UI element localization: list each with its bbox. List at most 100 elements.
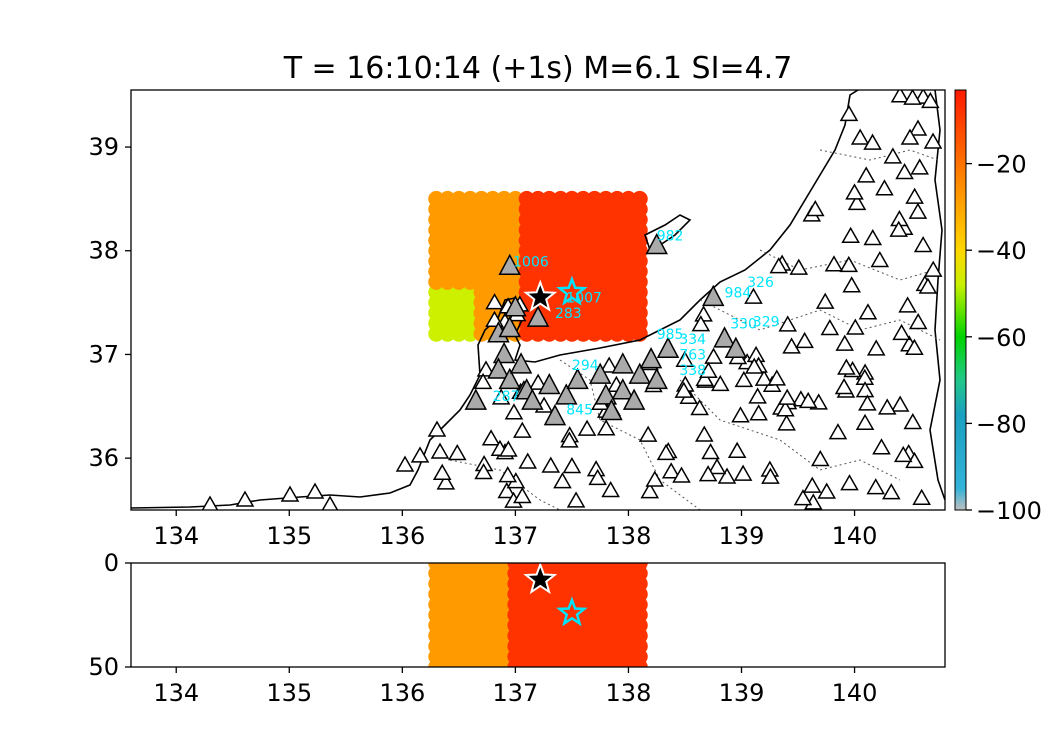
colorbar-tick-label-1: −40 (976, 237, 1027, 265)
station-label-11: 294 (572, 358, 599, 374)
station-166 (889, 220, 909, 237)
station-label-13: 845 (566, 403, 593, 419)
depth-ytick-label-0: 0 (104, 549, 119, 577)
station-167 (691, 315, 711, 332)
station-131 (921, 91, 940, 109)
triggered-station-24 (656, 336, 680, 359)
grid-dot-167 (552, 190, 569, 207)
station-93 (908, 119, 928, 136)
station-97 (640, 482, 660, 499)
depth-frame (130, 562, 946, 668)
station-78 (802, 476, 822, 493)
depth-xtick-label-6: 140 (832, 679, 878, 707)
station-157 (877, 398, 897, 415)
station-124 (893, 445, 913, 463)
map-ytick-label-2: 38 (88, 237, 119, 265)
map-ytick-label-0: 36 (88, 444, 119, 472)
station-label-9: 763 (679, 348, 706, 364)
triggered-station-13 (566, 367, 589, 390)
triggered-station-9 (521, 388, 544, 410)
station-label-14: 283 (555, 306, 582, 322)
station-18 (562, 456, 582, 474)
station-72 (890, 90, 910, 103)
station-180 (321, 495, 339, 510)
grid-dot-55 (462, 190, 479, 207)
station-126 (835, 334, 855, 351)
station-134 (839, 104, 859, 122)
station-160 (805, 199, 825, 217)
station-158 (845, 183, 864, 200)
colorbar-ticks: −20 −40 −60 −80 −100 (966, 151, 1042, 525)
station-94 (474, 462, 493, 480)
station-24 (566, 491, 586, 508)
station-1 (882, 483, 901, 500)
station-171 (761, 467, 780, 484)
colorbar-tick-label-2: −60 (976, 324, 1027, 352)
station-107 (789, 258, 809, 275)
station-21 (839, 255, 859, 273)
depth-xtick-label-3: 137 (492, 679, 538, 707)
station-114 (513, 487, 532, 504)
station-183 (430, 442, 450, 459)
map-xtick-label-2: 136 (379, 522, 425, 550)
station-147 (883, 147, 903, 164)
station-111 (890, 395, 910, 412)
depth-source-marker (556, 596, 588, 627)
station-164 (905, 187, 924, 204)
station-176 (201, 495, 219, 510)
grid-dot-181 (563, 190, 580, 207)
station-99 (820, 318, 840, 336)
triggered-station-20 (611, 352, 635, 374)
station-155 (749, 404, 768, 421)
station-4 (675, 350, 695, 367)
station-79 (858, 303, 878, 320)
station-163 (695, 425, 714, 442)
station-61 (903, 412, 923, 430)
station-165 (918, 277, 938, 294)
station-116 (699, 361, 718, 379)
station-119 (541, 456, 561, 473)
station-143 (866, 478, 886, 495)
triggered-station-21 (628, 362, 651, 384)
triggered-station-19 (588, 362, 612, 384)
triggered-station-0 (498, 253, 521, 276)
station-43 (733, 464, 753, 481)
triggered-station-23 (639, 347, 663, 369)
colorbar: −20 −40 −60 −80 −100 (954, 89, 1042, 525)
station-73 (793, 489, 813, 506)
triggered-station-28 (645, 232, 668, 255)
station-101 (748, 387, 767, 404)
station-170 (744, 357, 764, 374)
station-label-8: 334 (679, 332, 706, 348)
grid-dot-125 (518, 190, 535, 207)
station-42 (432, 463, 452, 480)
station-label-12: 287 (493, 389, 520, 405)
epicenter-marker (523, 279, 558, 312)
coastline-east (929, 90, 945, 501)
station-77 (923, 132, 943, 149)
triggered-station-6 (498, 367, 521, 390)
triggered-station-16 (611, 378, 635, 400)
station-125 (828, 423, 848, 440)
station-146 (855, 413, 875, 431)
station-7 (817, 482, 836, 499)
map-ytick-label-3: 39 (88, 133, 119, 161)
station-102 (815, 292, 835, 309)
depth-ytick-label-1: 50 (88, 653, 119, 681)
triggered-station-12 (555, 383, 578, 405)
station-142 (777, 388, 797, 405)
map-xtick-label-3: 137 (492, 522, 538, 550)
station-62 (875, 179, 894, 196)
depth-x-axis: 134 135 136 137 138 139 140 (153, 667, 877, 707)
station-54 (553, 472, 572, 489)
station-103 (769, 257, 789, 274)
station-57 (499, 440, 518, 457)
triggered-station-11 (538, 372, 561, 395)
depth-epicenter-star (523, 563, 558, 595)
grid-dot-13 (428, 190, 445, 207)
chart-title: T = 16:10:14 (+1s) M=6.1 SI=4.7 (283, 51, 793, 86)
station-130 (776, 400, 795, 417)
map-xtick-label-5: 139 (719, 522, 765, 550)
colorbar-scale (954, 89, 967, 511)
